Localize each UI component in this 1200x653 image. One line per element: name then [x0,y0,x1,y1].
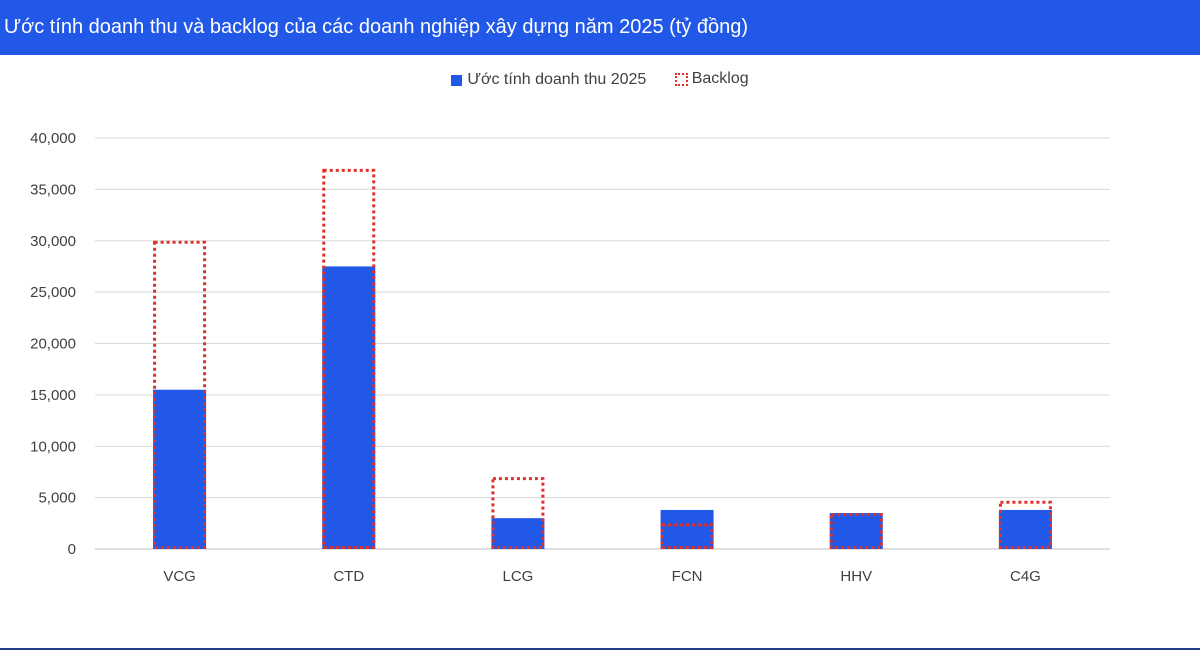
y-tick-label: 0 [68,541,76,558]
x-tick-label-vcg: VCG [163,568,196,585]
bar-revenue-hhv [829,513,883,549]
bar-revenue-fcn [660,509,714,549]
legend-swatch-revenue [451,74,463,86]
chart-title: Ước tính doanh thu và backlog của các do… [0,0,1200,55]
legend: Ước tính doanh thu 2025 Backlog [0,70,1200,91]
legend-label-revenue: Ước tính doanh thu 2025 [467,71,647,88]
bottom-rule [0,648,1200,650]
y-tick-label: 10,000 [30,438,76,455]
x-tick-label-hhv: HHV [840,568,872,585]
bar-backlog-ctd [322,168,376,549]
x-tick-label-lcg: LCG [502,568,533,585]
bar-revenue-ctd [322,266,376,549]
bar-backlog-vcg [153,240,207,549]
y-tick-label: 20,000 [30,336,76,353]
bar-backlog-hhv [829,513,883,549]
bar-backlog-c4g [998,500,1052,549]
legend-label-backlog: Backlog [691,70,749,87]
y-tick-label: 5,000 [38,490,76,507]
x-tick-label-ctd: CTD [333,568,364,585]
legend-item-revenue: Ước tính doanh thu 2025 [451,71,646,89]
y-tick-label: 30,000 [30,233,76,250]
legend-swatch-backlog [674,72,688,86]
x-axis-labels: VCG CTD LCG FCN HHV C4G [163,568,1041,585]
bars [153,168,1052,550]
y-tick-label: 15,000 [30,387,76,404]
bar-backlog-fcn [660,523,714,549]
y-tick-label: 35,000 [30,181,76,198]
bar-backlog-lcg [491,477,545,550]
y-tick-label: 25,000 [30,284,76,301]
gridlines [95,137,1110,550]
bar-revenue-lcg [491,518,545,549]
x-tick-label-fcn: FCN [672,568,703,585]
bar-revenue-vcg [153,389,207,549]
y-tick-label: 40,000 [30,130,76,147]
legend-item-backlog: Backlog [674,70,749,88]
x-tick-label-c4g: C4G [1010,568,1041,585]
bar-revenue-c4g [998,509,1052,549]
y-axis-labels: 0 5,000 10,000 15,000 20,000 25,000 30,000 35,0… [30,130,76,558]
